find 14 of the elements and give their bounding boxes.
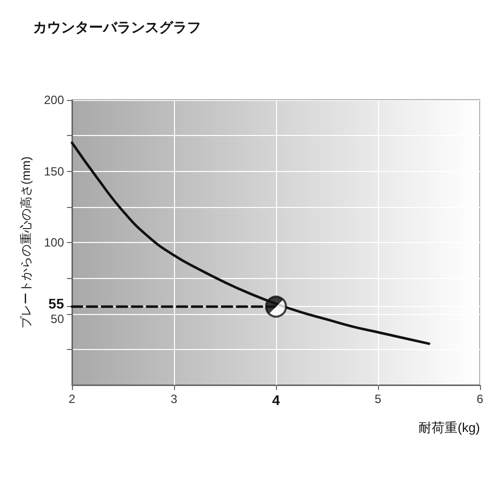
x-tick-label: 3 [170, 392, 178, 406]
line-series [70, 142, 430, 345]
chart-title: カウンターバランスグラフ [33, 20, 201, 36]
y-tick-label: 150 [44, 164, 64, 178]
y-tick-label: 100 [44, 236, 64, 250]
y-tick-label: 50 [50, 312, 64, 326]
y-tick-label: 55 [48, 296, 64, 312]
x-tick-label: 2 [68, 392, 76, 406]
y-axis-title: プレートからの重心の高さ(mm) [19, 156, 33, 328]
x-tick-label: 5 [374, 392, 382, 406]
y-tick-label: 200 [44, 93, 64, 107]
x-tick-label: 4 [272, 392, 280, 408]
x-axis-title: 耐荷重(kg) [418, 420, 480, 435]
x-tick-label: 6 [476, 392, 484, 406]
